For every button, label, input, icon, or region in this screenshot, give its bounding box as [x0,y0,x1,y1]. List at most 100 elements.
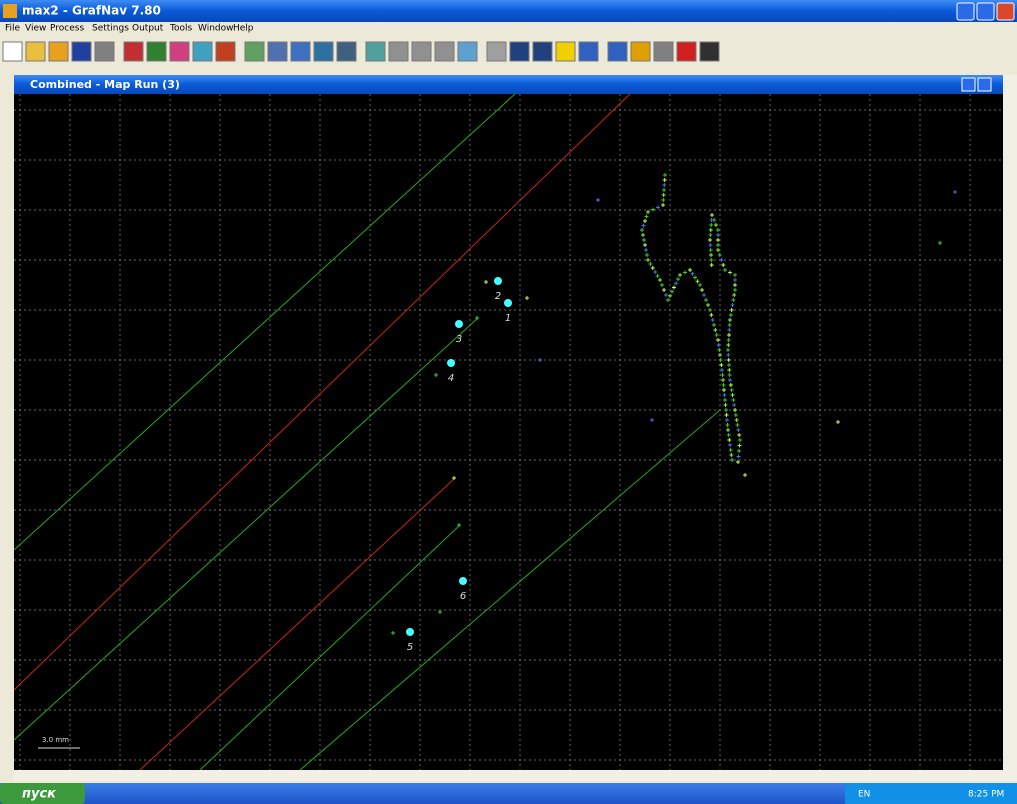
track-point [704,298,708,302]
v-scrollbar[interactable] [1003,75,1017,781]
track-point [438,610,442,614]
track-point [728,318,732,322]
track-point [710,318,715,322]
toolbar-button[interactable] [71,41,92,62]
toolbar-button[interactable] [578,41,599,62]
map-canvas [14,94,1003,770]
track-point [730,458,734,462]
child-restore[interactable] [977,77,992,92]
toolbar-button[interactable] [509,41,530,62]
track-point [716,338,720,342]
track-point [391,631,395,635]
toolbar-button[interactable] [123,41,144,62]
toolbar-button[interactable] [434,41,455,62]
track-point [729,308,734,312]
track-point [643,243,647,247]
track-point [662,288,666,292]
start-button[interactable] [0,783,85,804]
menu-item[interactable]: Help [233,24,254,34]
flight-line [13,93,631,691]
menu-item[interactable]: Settings [92,24,129,34]
track-point [720,368,724,372]
track-point [743,473,747,477]
toolbar-button[interactable] [244,41,265,62]
toolbar-button[interactable] [336,41,357,62]
toolbar-button[interactable] [699,41,720,62]
toolbar-button[interactable] [532,41,553,62]
menu-item[interactable]: Process [50,24,84,34]
menu-item[interactable]: File [5,24,21,34]
toolbar-button[interactable] [313,41,334,62]
track-point [836,420,840,424]
track-point [716,243,720,247]
track-point [709,253,713,257]
track-point [708,238,712,242]
track-point [655,274,660,278]
toolbar-button[interactable] [555,41,576,62]
track-point [733,273,737,277]
track-point [475,316,479,320]
track-point [716,248,720,252]
track-point [736,454,741,459]
start-label: пуск [22,787,57,802]
toolbar-button[interactable] [630,41,651,62]
track-point [709,223,714,227]
menu-item[interactable]: Output [132,24,164,34]
menu-item[interactable]: Window [198,24,234,34]
maximize-button[interactable] [976,2,995,21]
track-point [641,223,646,228]
track-point [733,413,738,417]
point-label: 5 [407,642,413,653]
toolbar-button[interactable] [2,41,23,62]
toolbar-button[interactable] [48,41,69,62]
track-point [709,258,714,262]
track-point [727,373,732,377]
toolbar-button[interactable] [653,41,674,62]
control-point [406,628,414,636]
toolbar-button[interactable] [192,41,213,62]
track-point [661,193,666,197]
toolbar-button[interactable] [215,41,236,62]
title-bar [0,0,1017,22]
menu-item[interactable]: View [25,24,46,34]
track-point [650,418,654,422]
toolbar-button[interactable] [169,41,190,62]
toolbar-button[interactable] [457,41,478,62]
minimize-button[interactable] [956,2,975,21]
toolbar-button[interactable] [94,41,115,62]
menu-bar: File View Process Settings Output Tools Window… [5,24,254,34]
window-title: max2 - GrafNav 7.80 [22,4,161,18]
taskbar [0,783,1017,804]
track-point [953,190,957,194]
h-scrollbar[interactable] [14,770,1003,781]
control-point [455,320,463,328]
toolbar-button[interactable] [486,41,507,62]
menu-item[interactable]: Tools [169,24,192,34]
track-point [646,258,650,262]
track-point [714,223,718,227]
track-point [724,413,729,417]
toolbar-button[interactable] [290,41,311,62]
track-point [642,238,646,242]
track-point [664,293,668,297]
close-button[interactable] [996,2,1015,21]
toolbar-button[interactable] [388,41,409,62]
flight-line [139,477,456,771]
track-point [718,358,723,362]
toolbar-button[interactable] [365,41,386,62]
toolbar-button[interactable] [25,41,46,62]
track-point [723,398,727,402]
child-minimize[interactable] [961,77,976,92]
track-point [736,460,740,464]
track-point [668,293,672,298]
toolbar-button[interactable] [267,41,288,62]
app-icon [3,4,17,18]
toolbar-button[interactable] [146,41,167,62]
toolbar-button[interactable] [676,41,697,62]
track-point [651,207,655,212]
track-point [733,283,737,287]
toolbar-button[interactable] [411,41,432,62]
point-label: 1 [505,313,511,324]
track-point [735,423,740,427]
toolbar-button[interactable] [607,41,628,62]
